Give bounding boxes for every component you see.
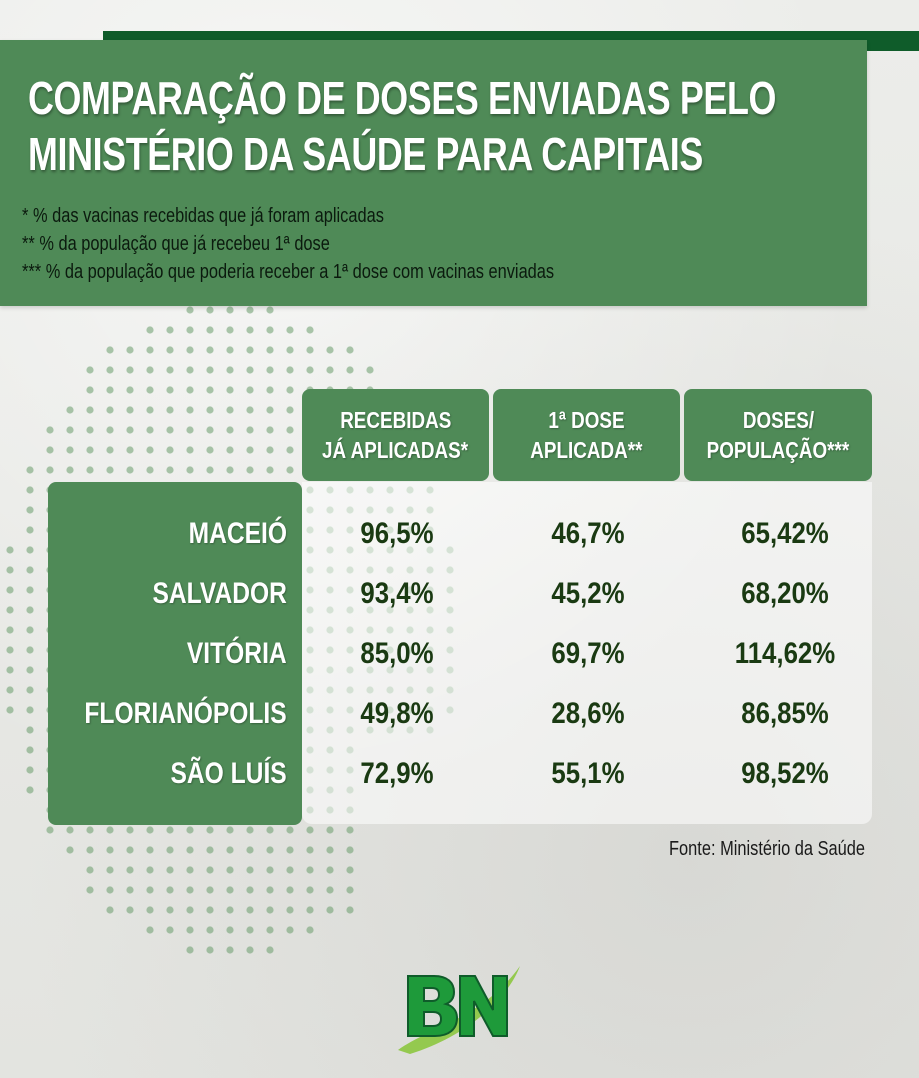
- source-note: Fonte: Ministério da Saúde: [668, 838, 865, 860]
- table-cell: 49,8%: [360, 697, 434, 730]
- column-header-first-dose: 1ª DOSE APLICADA**: [493, 389, 680, 481]
- footnote-2: ** % da população que já recebeu 1ª dose: [22, 233, 330, 255]
- header-panel: [0, 40, 867, 306]
- table-cell: 114,62%: [734, 637, 836, 670]
- table-cell: 86,85%: [741, 697, 829, 730]
- column-header-line: RECEBIDAS: [339, 407, 452, 433]
- city-name: FLORIANÓPOLIS: [84, 697, 287, 730]
- column-header-doses-population: DOSES/ POPULAÇÃO***: [684, 389, 872, 481]
- table-cell: 68,20%: [741, 577, 829, 610]
- table-cell: 72,9%: [360, 757, 434, 790]
- column-header-line: JÁ APLICADAS*: [322, 437, 469, 463]
- column-header-line: POPULAÇÃO***: [706, 437, 850, 463]
- table-cell: 46,7%: [551, 517, 625, 550]
- table-cell: 96,5%: [360, 517, 434, 550]
- city-name: SÃO LUÍS: [170, 757, 287, 790]
- table-cell: 85,0%: [360, 637, 434, 670]
- city-name: MACEIÓ: [188, 517, 287, 550]
- column-header-received-applied: RECEBIDAS JÁ APLICADAS*: [302, 389, 489, 481]
- footnotes: * % das vacinas recebidas que já foram a…: [22, 202, 554, 286]
- title-line-2: MINISTÉRIO DA SAÚDE PARA CAPITAIS: [28, 128, 703, 180]
- column-header-line: APLICADA**: [530, 437, 643, 463]
- bn-logo-icon: [398, 966, 520, 1054]
- footnote-1: * % das vacinas recebidas que já foram a…: [22, 205, 384, 227]
- page-title: COMPARAÇÃO DE DOSES ENVIADAS PELO MINIST…: [28, 70, 777, 182]
- column-header-line: 1ª DOSE: [548, 407, 625, 433]
- table-cell: 65,42%: [741, 517, 829, 550]
- table-cell: 55,1%: [551, 757, 625, 790]
- table-cell: 93,4%: [360, 577, 434, 610]
- title-line-1: COMPARAÇÃO DE DOSES ENVIADAS PELO: [28, 72, 777, 124]
- table-cell: 45,2%: [551, 577, 625, 610]
- city-column-panel: [48, 482, 302, 825]
- table-cell: 98,52%: [741, 757, 829, 790]
- table-cell: 69,7%: [551, 637, 625, 670]
- column-header-line: DOSES/: [742, 407, 814, 433]
- table-body-background: [302, 482, 872, 824]
- table-cell: 28,6%: [551, 697, 625, 730]
- city-name: VITÓRIA: [187, 637, 287, 670]
- footnote-3: *** % da população que poderia receber a…: [22, 261, 555, 283]
- city-name: SALVADOR: [152, 577, 287, 610]
